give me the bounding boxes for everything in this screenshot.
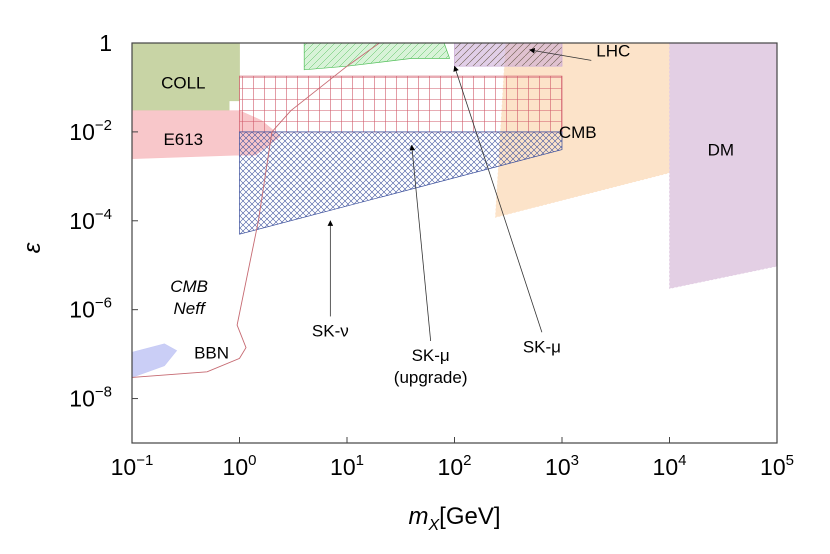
region-bbn	[131, 343, 178, 378]
annotation-sknu: SK-ν	[312, 321, 349, 340]
region-lhc	[454, 42, 563, 67]
region-label-cmb: CMB	[559, 123, 597, 142]
arrow-skmu	[453, 65, 543, 333]
x-tick-label: 102	[438, 452, 472, 480]
x-axis-unit: [GeV]	[439, 503, 500, 530]
axis-ticks: 10−1 100 101 102 103 104 105 1 10−2 10−4 10−6 10−8	[69, 30, 794, 480]
cmb-neff-curve	[131, 42, 380, 378]
curves-layer	[131, 42, 380, 378]
x-axis-sub: X	[427, 517, 440, 534]
x-tick-label: 105	[760, 452, 794, 480]
region-label-bbn: BBN	[194, 343, 229, 362]
x-tick-label: 10−1	[111, 452, 154, 480]
region-skmu	[303, 42, 451, 71]
y-tick-label: 1	[99, 30, 112, 56]
region-skmu-upgrade	[239, 75, 563, 133]
y-tick-label: 10−4	[69, 206, 112, 234]
y-tick-label: 10−8	[69, 384, 112, 412]
y-axis-title: ε	[19, 242, 46, 253]
cmb-neff-label: CMB Neff	[170, 277, 208, 318]
annotation-lhc: LHC	[596, 41, 630, 60]
y-tick-label: 10−6	[69, 295, 112, 323]
y-tick-label: 10−2	[69, 117, 112, 145]
region-labels: COLL E613 CMB DM BBN CMB Neff	[161, 73, 734, 362]
annotation-arrows: SK-μ (upgrade) SK-μ SK-ν LHC	[312, 41, 630, 387]
arrow-skmu-upg	[409, 144, 432, 342]
x-tick-label: 101	[330, 452, 364, 480]
x-tick-label: 100	[223, 452, 257, 480]
region-label-dm: DM	[708, 141, 734, 160]
annotation-skmu: SK-μ	[523, 337, 561, 356]
x-axis-title: mX[GeV]	[408, 503, 500, 534]
region-label-e613: E613	[163, 130, 203, 149]
x-axis-var: m	[408, 503, 428, 530]
region-label-coll: COLL	[161, 73, 205, 92]
exclusion-regions	[131, 42, 778, 378]
region-dm	[669, 42, 778, 289]
x-tick-label: 104	[653, 452, 687, 480]
annotation-skmu-upg: SK-μ (upgrade)	[394, 346, 468, 387]
region-sknu	[239, 131, 563, 235]
arrow-lhc	[529, 47, 592, 61]
x-tick-label: 103	[545, 452, 579, 480]
